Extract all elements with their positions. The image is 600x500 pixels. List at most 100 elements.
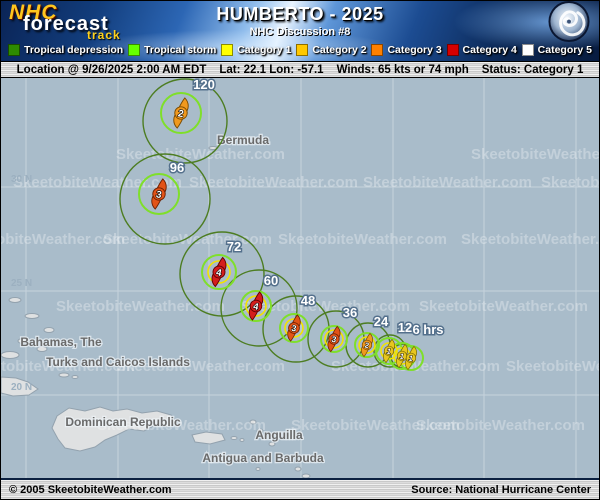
forecast-hour-label: 48 bbox=[301, 293, 315, 308]
watermark: SkeetobiteWeather.com bbox=[1, 358, 135, 375]
category-digit: 1 bbox=[399, 352, 406, 362]
watermark: SkeetobiteWeather.com bbox=[291, 417, 460, 434]
place-label: Turks and Caicos Islands bbox=[46, 355, 190, 369]
hurricane-symbol: 1 bbox=[396, 343, 408, 369]
forecast-hour-label: 36 bbox=[343, 305, 357, 320]
nhc-forecast-track-logo: NHC forecast track bbox=[9, 2, 121, 41]
hurricane-symbol: 3 bbox=[327, 325, 341, 353]
footer-source: Source: National Hurricane Center bbox=[411, 483, 591, 496]
hurricane-symbol: 1 bbox=[383, 338, 395, 364]
forecast-hour-label: 120 bbox=[193, 78, 215, 92]
forecast-cone-circle bbox=[262, 295, 330, 363]
islet bbox=[8, 297, 22, 303]
latitude-label: 25 N bbox=[11, 278, 32, 289]
category-digit: 3 bbox=[331, 334, 338, 345]
forecast-cone-circle bbox=[142, 78, 228, 164]
place-label: Bermuda bbox=[217, 133, 269, 147]
legend-label: Category 2 bbox=[312, 43, 367, 56]
wind-ring-64kt bbox=[207, 260, 231, 284]
landmass bbox=[191, 431, 226, 445]
hurricane-symbol-eye bbox=[249, 299, 263, 313]
hurricane-symbol-eye bbox=[383, 345, 395, 357]
islet bbox=[58, 372, 70, 378]
islet bbox=[71, 375, 79, 379]
hurricane-globe-icon bbox=[548, 1, 590, 43]
landmass bbox=[1, 376, 39, 397]
category-digit: 2 bbox=[177, 108, 185, 120]
category-digit: 4 bbox=[215, 267, 223, 279]
watermark: SkeetobiteWeather.com bbox=[419, 298, 588, 315]
map-svg: SkeetobiteWeather.comSkeetobiteWeather.c… bbox=[1, 78, 599, 478]
watermark: SkeetobiteWeather.com bbox=[416, 417, 585, 434]
legend-item: Tropical depression bbox=[8, 43, 124, 56]
hurricane-symbol: 2 bbox=[361, 332, 373, 358]
category-digit: 3 bbox=[155, 189, 163, 201]
status-bar: Location @ 9/26/2025 2:00 AM EDT Lat: 22… bbox=[1, 61, 599, 78]
watermark: SkeetobiteWeather.com bbox=[241, 298, 410, 315]
place-label: Anguilla bbox=[255, 428, 303, 442]
watermark: SkeetobiteWeather.com bbox=[1, 231, 125, 248]
legend-item: Category 4 bbox=[446, 43, 517, 56]
islet bbox=[51, 359, 61, 365]
hurricane-symbol-eye bbox=[328, 333, 340, 345]
wind-ring-64kt bbox=[284, 318, 304, 338]
wind-ring-34kt bbox=[320, 325, 348, 353]
wind-ring-34kt bbox=[160, 92, 202, 134]
legend-label: Category 3 bbox=[387, 43, 442, 56]
landmass bbox=[51, 406, 178, 452]
islet bbox=[24, 313, 40, 319]
legend-label: Category 5 bbox=[537, 43, 592, 56]
legend-item: Category 5 bbox=[521, 43, 592, 56]
forecast-hour-label: 96 bbox=[170, 160, 184, 175]
watermark: SkeetobiteWeather.com bbox=[461, 231, 599, 248]
hurricane-symbol: 4 bbox=[211, 256, 227, 288]
legend-swatch bbox=[371, 43, 384, 56]
wind-ring-64kt bbox=[380, 342, 398, 360]
legend-label: Tropical storm bbox=[144, 43, 217, 56]
forecast-cone-circle bbox=[307, 310, 365, 368]
legend-swatch bbox=[446, 43, 459, 56]
islet bbox=[36, 346, 48, 352]
watermark: SkeetobiteWeather.com bbox=[541, 174, 599, 191]
watermark: SkeetobiteWeather.com bbox=[331, 358, 500, 375]
legend-label: Tropical depression bbox=[24, 43, 124, 56]
place-label: Antigua and Barbuda bbox=[202, 451, 324, 465]
hurricane-symbol: 3 bbox=[151, 178, 167, 210]
logo-forecast: forecast bbox=[23, 13, 109, 35]
legend-item: Tropical storm bbox=[128, 43, 217, 56]
watermark: SkeetobiteWeather.com bbox=[56, 298, 225, 315]
islet bbox=[230, 436, 238, 440]
category-digit: 4 bbox=[252, 301, 260, 312]
hurricane-symbol-eye bbox=[361, 339, 373, 351]
islet bbox=[43, 327, 55, 333]
watermark: SkeetobiteWeather.com bbox=[363, 174, 532, 191]
legend: Tropical depression Tropical storm Categor… bbox=[1, 39, 599, 60]
legend-item: Category 1 bbox=[221, 43, 292, 56]
forecast-hour-label: 60 bbox=[264, 273, 278, 288]
wind-ring-34kt bbox=[279, 313, 309, 343]
category-digit: 1 bbox=[386, 347, 393, 357]
footer-bar: © 2005 SkeetobiteWeather.com Source: Nat… bbox=[1, 478, 599, 499]
islet bbox=[249, 419, 257, 425]
islet bbox=[239, 438, 245, 442]
islet bbox=[255, 467, 261, 471]
forecast-hour-label: 72 bbox=[227, 239, 241, 254]
latitude-label: 30 N bbox=[11, 174, 32, 185]
forecast-cone-circle bbox=[119, 153, 211, 245]
logo-nhc: NHC bbox=[9, 1, 58, 24]
category-digit: 1 bbox=[408, 354, 415, 364]
watermark: SkeetobiteWeather.com bbox=[189, 174, 358, 191]
watermark: SkeetobiteWeather.com bbox=[506, 358, 599, 375]
wind-ring-34kt bbox=[354, 332, 380, 358]
wind-ring-64kt bbox=[358, 336, 376, 354]
header: NHC forecast track HUMBERTO - 2025 NHC D… bbox=[1, 1, 599, 61]
legend-swatch bbox=[221, 43, 234, 56]
watermark: SkeetobiteWeather.com bbox=[103, 231, 272, 248]
watermark: SkeetobiteWeather.com bbox=[97, 417, 266, 434]
wind-ring-64kt bbox=[245, 295, 267, 317]
legend-item: Category 3 bbox=[371, 43, 442, 56]
islet bbox=[301, 473, 311, 478]
forecast-cone-circle bbox=[220, 269, 298, 347]
islet bbox=[268, 441, 276, 447]
